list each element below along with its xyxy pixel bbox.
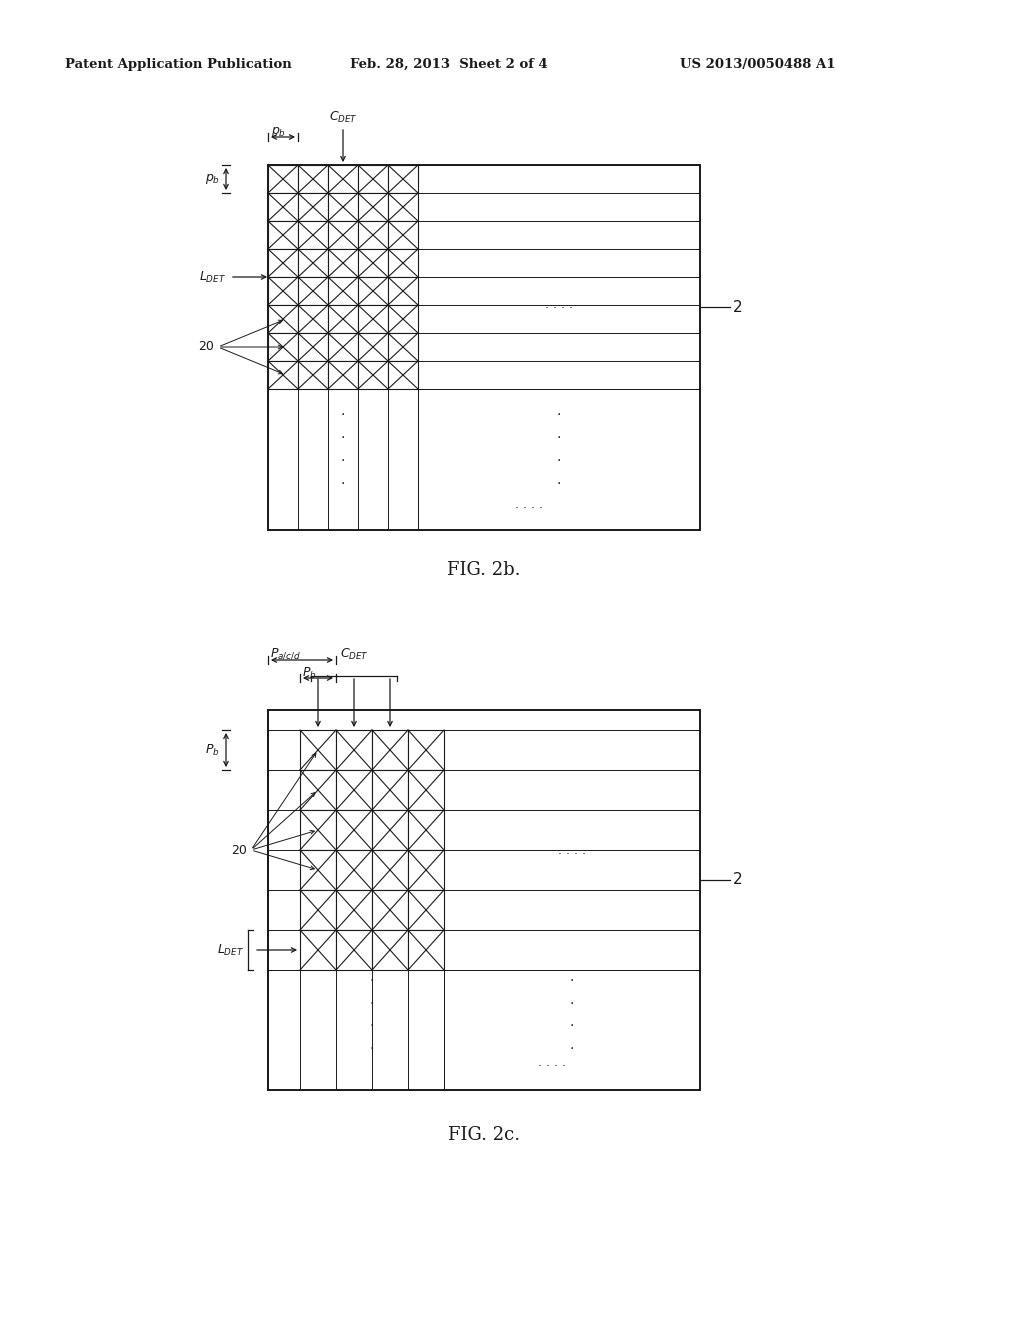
Text: $p_b$: $p_b$ — [271, 125, 287, 139]
Bar — [408, 730, 444, 770]
Text: ·
·
·
·: · · · · — [341, 408, 345, 491]
Bar — [300, 890, 336, 931]
Text: FIG. 2c.: FIG. 2c. — [447, 1126, 520, 1144]
Text: $p_b$: $p_b$ — [205, 172, 220, 186]
Bar — [298, 220, 328, 249]
Bar — [298, 333, 328, 360]
Text: . . . .: . . . . — [558, 843, 586, 857]
Bar — [300, 730, 336, 770]
Bar — [328, 333, 358, 360]
Text: 20: 20 — [198, 341, 214, 354]
Text: 2: 2 — [733, 873, 742, 887]
Bar — [408, 931, 444, 970]
Bar — [358, 249, 388, 277]
Bar — [388, 360, 418, 389]
Bar — [358, 305, 388, 333]
Bar — [372, 770, 408, 810]
Bar — [336, 850, 372, 890]
Bar — [358, 277, 388, 305]
Bar — [268, 165, 700, 531]
Text: FIG. 2b.: FIG. 2b. — [447, 561, 521, 579]
Bar — [358, 193, 388, 220]
Bar — [358, 333, 388, 360]
Bar — [328, 305, 358, 333]
Bar — [268, 193, 298, 220]
Bar — [372, 931, 408, 970]
Bar — [336, 770, 372, 810]
Text: . . . .: . . . . — [515, 499, 543, 511]
Bar — [268, 220, 298, 249]
Bar — [268, 277, 298, 305]
Bar — [388, 220, 418, 249]
Bar — [300, 770, 336, 810]
Bar — [328, 360, 358, 389]
Text: $C_{DET}$: $C_{DET}$ — [329, 110, 357, 125]
Bar — [336, 810, 372, 850]
Text: Feb. 28, 2013  Sheet 2 of 4: Feb. 28, 2013 Sheet 2 of 4 — [350, 58, 548, 71]
Bar — [328, 249, 358, 277]
Bar — [358, 360, 388, 389]
Bar — [328, 193, 358, 220]
Bar — [268, 333, 298, 360]
Bar — [328, 220, 358, 249]
Text: $L_{DET}$: $L_{DET}$ — [217, 942, 244, 957]
Bar — [300, 850, 336, 890]
Text: ·
·
·
·: · · · · — [370, 974, 374, 1056]
Bar — [388, 193, 418, 220]
Bar — [336, 931, 372, 970]
Text: ·
·
·
·: · · · · — [569, 974, 574, 1056]
Bar — [358, 165, 388, 193]
Bar — [408, 770, 444, 810]
Bar — [372, 890, 408, 931]
Bar — [372, 850, 408, 890]
Bar — [372, 730, 408, 770]
Bar — [328, 165, 358, 193]
Text: $P_{a/c/d}$: $P_{a/c/d}$ — [270, 645, 301, 661]
Bar — [408, 890, 444, 931]
Bar — [336, 730, 372, 770]
Bar — [388, 277, 418, 305]
Text: $C_{DET}$: $C_{DET}$ — [340, 647, 369, 663]
Text: . . . .: . . . . — [538, 1056, 566, 1068]
Bar — [298, 360, 328, 389]
Text: 20: 20 — [231, 843, 247, 857]
Bar — [298, 249, 328, 277]
Text: 2: 2 — [733, 300, 742, 314]
Bar — [298, 305, 328, 333]
Bar — [388, 333, 418, 360]
Text: . . . .: . . . . — [545, 298, 573, 312]
Bar — [388, 305, 418, 333]
Bar — [298, 277, 328, 305]
Text: US 2013/0050488 A1: US 2013/0050488 A1 — [680, 58, 836, 71]
Text: $P_b$: $P_b$ — [206, 742, 220, 758]
Bar — [328, 277, 358, 305]
Text: $P_b$: $P_b$ — [302, 667, 316, 681]
Bar — [372, 810, 408, 850]
Bar — [268, 249, 298, 277]
Bar — [408, 810, 444, 850]
Bar — [268, 305, 298, 333]
Bar — [268, 710, 700, 1090]
Bar — [300, 931, 336, 970]
Text: $L_{DET}$: $L_{DET}$ — [199, 269, 226, 285]
Bar — [268, 360, 298, 389]
Text: Patent Application Publication: Patent Application Publication — [65, 58, 292, 71]
Bar — [388, 165, 418, 193]
Bar — [388, 249, 418, 277]
Bar — [298, 193, 328, 220]
Bar — [268, 165, 298, 193]
Bar — [408, 850, 444, 890]
Bar — [336, 890, 372, 931]
Text: ·
·
·
·: · · · · — [557, 408, 561, 491]
Bar — [300, 810, 336, 850]
Bar — [298, 165, 328, 193]
Bar — [358, 220, 388, 249]
